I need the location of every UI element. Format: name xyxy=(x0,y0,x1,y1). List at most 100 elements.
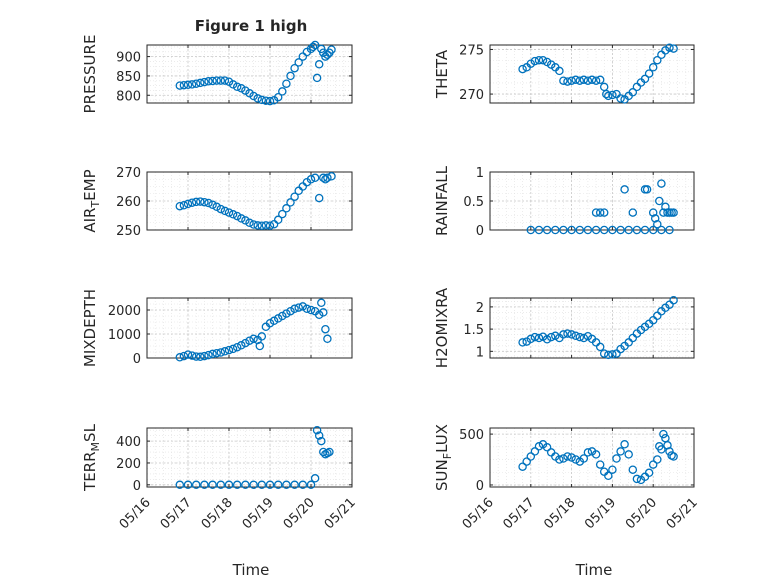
data-point xyxy=(257,480,267,490)
data-point xyxy=(665,447,674,456)
data-point xyxy=(208,480,217,490)
y-tick-label: 1 xyxy=(476,166,484,181)
data-point xyxy=(319,308,328,317)
data-point xyxy=(294,303,303,312)
data-point xyxy=(325,447,334,457)
data-point xyxy=(530,56,540,66)
data-point xyxy=(308,42,318,52)
x-axis-label-right: Time xyxy=(575,561,613,579)
data-point xyxy=(310,474,320,483)
data-point xyxy=(567,330,576,339)
data-point xyxy=(253,221,262,230)
data-point xyxy=(200,197,209,207)
data-point xyxy=(575,225,585,235)
data-point xyxy=(599,208,609,217)
data-point xyxy=(212,202,221,212)
data-point xyxy=(620,440,629,449)
data-point xyxy=(310,173,320,183)
data-point xyxy=(526,334,536,344)
data-point xyxy=(534,55,544,65)
data-point xyxy=(319,173,328,183)
y-axis-label: AIRTEMP xyxy=(81,169,102,232)
data-point xyxy=(220,206,230,216)
y-tick-label: 0 xyxy=(476,224,484,239)
data-point xyxy=(282,309,291,318)
data-point xyxy=(530,447,540,456)
y-tick-label: 0 xyxy=(133,479,141,494)
data-point xyxy=(542,335,552,344)
data-point xyxy=(224,345,234,355)
data-point xyxy=(522,457,531,466)
data-point xyxy=(216,76,226,85)
data-point xyxy=(220,347,230,356)
data-point xyxy=(526,225,536,235)
data-point xyxy=(245,218,254,228)
data-point xyxy=(314,60,324,69)
data-point xyxy=(632,225,642,235)
data-point xyxy=(659,429,668,439)
data-point xyxy=(579,333,589,343)
data-point xyxy=(648,208,658,217)
data-point xyxy=(278,87,287,96)
data-point xyxy=(191,480,201,490)
data-point xyxy=(290,304,299,314)
figure-title: Figure 1 high xyxy=(195,17,308,35)
data-point xyxy=(616,225,625,235)
data-point xyxy=(249,480,258,490)
data-point xyxy=(644,468,654,478)
data-point xyxy=(571,331,580,341)
data-point xyxy=(314,193,324,203)
y-tick-label: 400 xyxy=(116,435,141,450)
data-point xyxy=(306,480,316,490)
data-point xyxy=(191,79,201,88)
y-tick-label: 0 xyxy=(476,479,484,494)
data-point xyxy=(595,75,605,85)
data-point xyxy=(273,215,283,225)
axes-box xyxy=(146,427,353,488)
data-point xyxy=(538,55,548,65)
data-point xyxy=(591,76,601,85)
data-point xyxy=(298,480,308,490)
data-point xyxy=(559,76,568,85)
data-point xyxy=(191,197,201,207)
data-point xyxy=(669,208,678,217)
data-point xyxy=(559,225,568,235)
data-point xyxy=(204,350,213,360)
data-point xyxy=(241,338,250,348)
data-point xyxy=(628,88,638,97)
data-point xyxy=(591,225,601,235)
data-point xyxy=(187,80,197,89)
data-point xyxy=(518,462,527,471)
data-point xyxy=(269,316,279,326)
data-point xyxy=(602,89,611,99)
data-point xyxy=(273,314,283,323)
data-point xyxy=(196,197,205,206)
data-point xyxy=(526,452,536,461)
data-point xyxy=(212,348,221,358)
data-point xyxy=(212,76,221,85)
data-point xyxy=(653,55,662,65)
data-point xyxy=(650,214,660,223)
data-point xyxy=(306,305,316,315)
data-point xyxy=(599,225,609,235)
data-point xyxy=(298,302,308,311)
data-point xyxy=(542,443,552,452)
y-tick-label: 270 xyxy=(459,88,484,103)
data-point xyxy=(567,453,576,462)
data-point xyxy=(261,221,271,230)
data-point xyxy=(612,454,621,463)
data-point xyxy=(327,172,336,181)
data-point xyxy=(608,90,617,100)
data-point xyxy=(551,331,560,341)
data-point xyxy=(314,310,324,320)
y-tick-label: 250 xyxy=(116,224,141,239)
data-point xyxy=(599,349,609,358)
y-axis-label: H2OMIXRA xyxy=(433,287,451,368)
data-point xyxy=(196,352,205,362)
data-point xyxy=(616,94,625,103)
data-point xyxy=(583,76,593,85)
data-point xyxy=(319,447,328,457)
data-point xyxy=(273,480,283,490)
data-point xyxy=(555,66,564,76)
data-point xyxy=(323,334,332,344)
